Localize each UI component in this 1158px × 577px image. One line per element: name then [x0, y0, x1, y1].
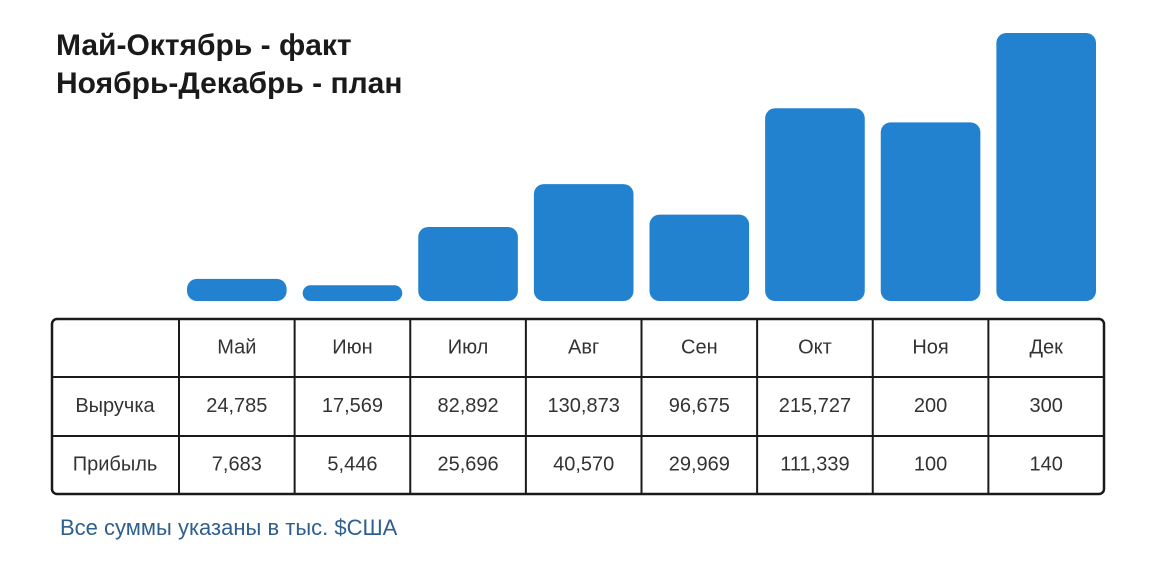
- table-value: 215,727: [779, 395, 851, 417]
- table-value: 29,969: [669, 453, 730, 475]
- table-value: 140: [1030, 453, 1063, 475]
- table-value: 82,892: [437, 395, 498, 417]
- table-value: 25,696: [437, 453, 498, 475]
- bar: [187, 278, 287, 301]
- table-value: 96,675: [669, 395, 730, 417]
- chart-title: Май-Октябрь - факт: [56, 29, 352, 62]
- table-value: 130,873: [548, 395, 620, 417]
- table-value: 24,785: [206, 395, 267, 417]
- bar: [418, 226, 518, 301]
- column-header: Авг: [568, 336, 599, 358]
- table-value: 300: [1030, 395, 1063, 417]
- table-border: [50, 317, 1106, 496]
- column-header: Окт: [798, 336, 832, 358]
- table-value: 5,446: [327, 453, 377, 475]
- bar: [649, 214, 750, 301]
- footnote: Все суммы указаны в тыс. $США: [60, 515, 398, 540]
- bar: [533, 184, 634, 301]
- row-header: Прибыль: [73, 453, 158, 475]
- table-value: 200: [914, 395, 947, 417]
- row-header: Выручка: [75, 395, 155, 417]
- table-value: 7,683: [212, 453, 262, 475]
- bar: [765, 108, 865, 302]
- bar: [302, 285, 403, 301]
- table-value: 111,339: [780, 453, 849, 475]
- column-header: Ноя: [912, 336, 948, 358]
- chart-title: Ноябрь-Декабрь - план: [56, 67, 402, 100]
- table-value: 17,569: [322, 395, 383, 417]
- column-header: Сен: [681, 336, 718, 358]
- table-value: 100: [914, 453, 947, 475]
- column-header: Июл: [448, 336, 489, 358]
- bar: [996, 33, 1096, 301]
- column-header: Дек: [1029, 336, 1063, 358]
- column-header: Июн: [332, 336, 372, 358]
- column-header: Май: [217, 336, 256, 358]
- bar: [880, 122, 981, 301]
- table-value: 40,570: [553, 453, 614, 475]
